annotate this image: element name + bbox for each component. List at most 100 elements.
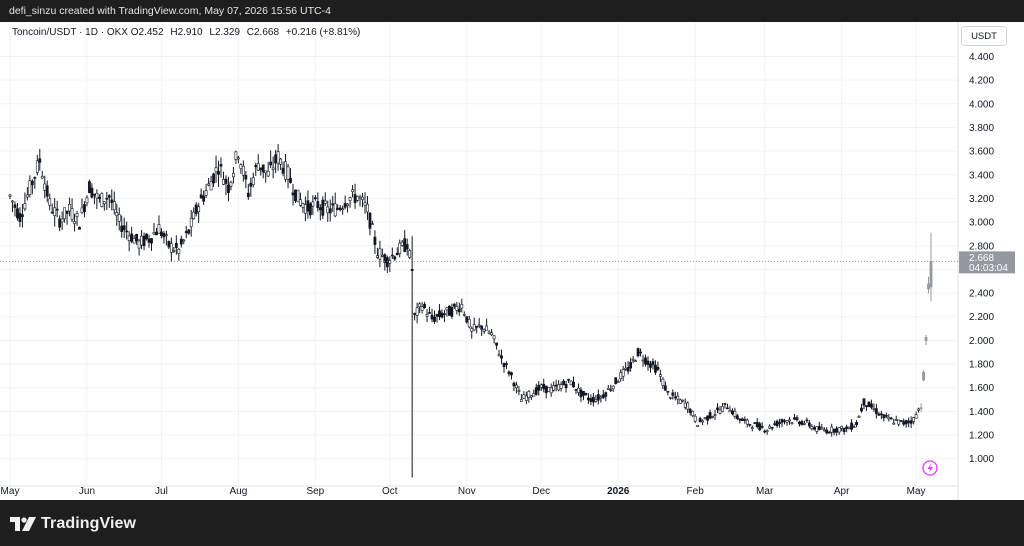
candle-body	[507, 371, 511, 375]
candle-body	[567, 378, 570, 381]
candle-body	[745, 419, 749, 425]
candle-body	[38, 158, 42, 163]
candle-body	[542, 383, 546, 390]
candle-body	[631, 358, 635, 361]
chart-panel[interactable]: Toncoin/USDT · 1D · OKX O2.452 H2.910 L2…	[0, 22, 1024, 500]
candle-body	[214, 167, 218, 173]
candle-body	[661, 378, 665, 386]
y-tick-label: 4.200	[969, 76, 994, 87]
lightning-icon[interactable]	[922, 460, 938, 476]
candle-body	[308, 203, 312, 216]
tradingview-brand[interactable]: TradingView	[10, 515, 136, 533]
candle-body	[219, 164, 223, 167]
candle-body	[840, 426, 844, 429]
candle-body	[676, 395, 680, 400]
candle-body	[750, 427, 754, 429]
candle-body	[500, 355, 503, 359]
candle-body	[323, 200, 327, 204]
price-chart[interactable]: 1.000 1.200 1.400 1.600 1.800 2.000 2.200 2.400…	[0, 22, 1024, 500]
candle-body	[490, 332, 494, 336]
y-tick-label: 3.200	[969, 194, 994, 205]
candle-body	[13, 204, 17, 208]
candle-body	[284, 161, 287, 180]
legend-change: +0.216 (+8.81%)	[285, 27, 361, 38]
candle-body	[313, 197, 317, 200]
candle-body	[155, 231, 158, 236]
candle-body	[587, 397, 590, 401]
candle-body	[107, 195, 111, 198]
candle-body	[611, 385, 615, 390]
candle-body	[251, 177, 255, 185]
x-tick-label: Oct	[382, 486, 398, 497]
candle-body	[532, 393, 536, 397]
candle-body	[591, 396, 595, 403]
y-tick-label: 1.800	[969, 360, 994, 371]
candle-body	[184, 231, 188, 233]
candle-body	[609, 389, 613, 391]
candle-body	[358, 196, 362, 199]
candle-body	[55, 208, 59, 211]
candle-body	[294, 189, 297, 202]
candle-body	[289, 178, 292, 183]
x-tick-label: Dec	[532, 486, 550, 497]
candle-body	[177, 248, 181, 255]
candle-body	[115, 212, 119, 216]
candle-body	[716, 407, 719, 410]
candle-body	[522, 394, 526, 399]
candle-body	[477, 324, 481, 327]
candle-body	[341, 208, 345, 210]
candle-body	[194, 204, 198, 214]
candle-body	[758, 423, 762, 431]
candle-body	[430, 314, 434, 320]
y-tick-label: 4.400	[969, 52, 994, 63]
candle-body	[673, 396, 677, 399]
candle-body	[795, 417, 799, 421]
candle-body	[701, 420, 705, 423]
candle-body	[783, 420, 786, 422]
candle-body	[249, 182, 253, 187]
candle-body	[718, 409, 722, 414]
currency-button[interactable]: USDT	[961, 26, 1007, 46]
candle-body	[552, 385, 556, 391]
candle-body	[433, 316, 436, 322]
candle-body	[18, 213, 22, 222]
candle-body	[256, 163, 260, 171]
candle-body	[887, 416, 891, 420]
y-tick-label: 3.400	[969, 170, 994, 181]
candle-body	[125, 230, 129, 233]
candle-body	[788, 419, 791, 422]
candle-body	[681, 399, 685, 402]
candle-body	[97, 196, 101, 199]
symbol-legend[interactable]: Toncoin/USDT · 1D · OKX O2.452 H2.910 L2…	[12, 27, 360, 38]
candle-body	[130, 233, 134, 242]
candle-body	[16, 208, 19, 219]
candle-body	[639, 351, 642, 354]
candle-body	[800, 421, 804, 425]
candle-body	[368, 212, 372, 229]
candle-body	[753, 422, 757, 424]
candle-body	[830, 426, 834, 433]
candle-body	[179, 238, 183, 245]
x-tick-label: May	[1, 486, 20, 497]
candle-body	[457, 308, 461, 313]
candle-body	[668, 397, 672, 399]
candle-body	[169, 243, 173, 253]
candle-body	[837, 427, 841, 433]
candle-body	[765, 430, 769, 432]
candle-body	[748, 424, 752, 426]
candle-body	[236, 157, 240, 160]
candle-body	[683, 402, 687, 408]
candle-body	[517, 390, 521, 392]
legend-symbol: Toncoin/USDT · 1D · OKX	[12, 27, 128, 38]
candle-body	[487, 331, 491, 334]
candle-body	[604, 392, 608, 397]
candle-body	[539, 384, 543, 388]
last-price-value: 2.668	[969, 253, 994, 264]
candle-body	[872, 408, 876, 410]
candle-body	[902, 421, 906, 425]
candle-body	[579, 389, 583, 398]
candle-body	[160, 231, 163, 237]
candle-body	[845, 426, 848, 429]
candle-body	[467, 319, 471, 328]
candle-body	[75, 213, 79, 217]
